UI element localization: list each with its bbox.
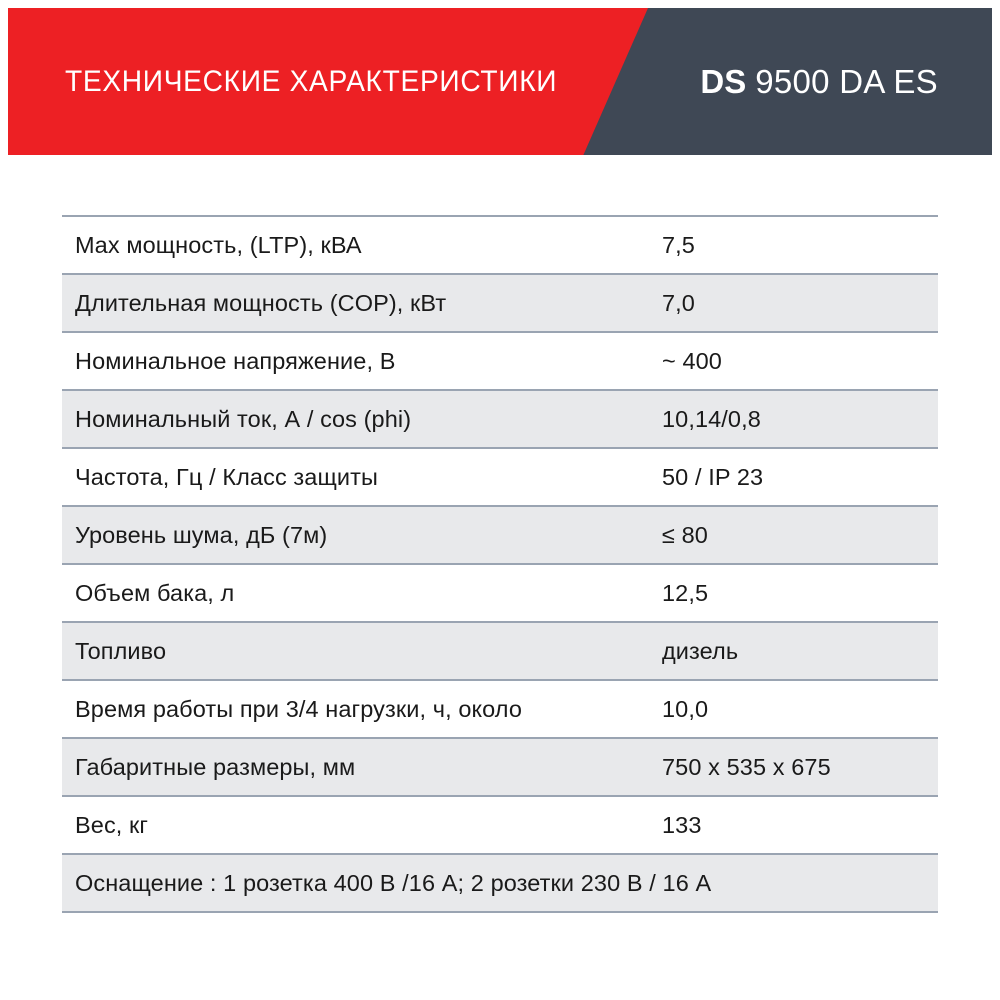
table-row: Топливо дизель [62, 621, 938, 679]
table-row: Номинальный ток, А / cos (phi) 10,14/0,8 [62, 389, 938, 447]
specifications-table: Max мощность, (LTP), кВА 7,5 Длительная мо… [62, 215, 938, 913]
spec-label: Габаритные размеры, мм [75, 753, 356, 780]
spec-value: ≤ 80 [662, 521, 708, 548]
spec-label: Max мощность, (LTP), кВА [75, 231, 362, 258]
spec-label: Объем бака, л [75, 579, 235, 606]
spec-value: 10,0 [662, 695, 709, 722]
spec-value: ~ 400 [662, 347, 722, 374]
spec-label: Оснащение : 1 розетка 400 В /16 А; 2 роз… [75, 869, 712, 896]
table-row: Частота, Гц / Класс защиты 50 / IP 23 [62, 447, 938, 505]
table-row: Номинальное напряжение, В ~ 400 [62, 331, 938, 389]
table-row: Оснащение : 1 розетка 400 В /16 А; 2 роз… [62, 853, 938, 913]
spec-label: Время работы при 3/4 нагрузки, ч, около [75, 695, 523, 722]
header-banner: ТЕХНИЧЕСКИЕ ХАРАКТЕРИСТИКИ DS 9500 DA ES [8, 8, 992, 155]
table-row: Длительная мощность (COP), кВт 7,0 [62, 273, 938, 331]
spec-value: 12,5 [662, 579, 709, 606]
spec-value: 7,0 [662, 289, 695, 316]
product-model: DS 9500 DA ES [700, 8, 938, 155]
product-model-brand: DS [700, 62, 747, 100]
table-row: Объем бака, л 12,5 [62, 563, 938, 621]
spec-label: Частота, Гц / Класс защиты [75, 463, 378, 490]
spec-label: Номинальный ток, А / cos (phi) [75, 405, 412, 432]
spec-label: Длительная мощность (COP), кВт [75, 289, 447, 316]
product-model-number: 9500 DA ES [755, 62, 938, 100]
header-red-panel [8, 8, 648, 155]
table-row: Габаритные размеры, мм 750 x 535 x 675 [62, 737, 938, 795]
spec-value: 10,14/0,8 [662, 405, 761, 432]
spec-value: 133 [662, 811, 702, 838]
table-row: Время работы при 3/4 нагрузки, ч, около 1… [62, 679, 938, 737]
spec-value: 7,5 [662, 231, 695, 258]
spec-value: дизель [662, 637, 739, 664]
spec-value: 750 x 535 x 675 [662, 753, 831, 780]
spec-label: Топливо [75, 637, 167, 664]
spec-label: Вес, кг [75, 811, 149, 838]
table-row: Max мощность, (LTP), кВА 7,5 [62, 215, 938, 273]
spec-label: Уровень шума, дБ (7м) [75, 521, 328, 548]
spec-label: Номинальное напряжение, В [75, 347, 396, 374]
table-row: Вес, кг 133 [62, 795, 938, 853]
spec-value: 50 / IP 23 [662, 463, 764, 490]
table-row: Уровень шума, дБ (7м) ≤ 80 [62, 505, 938, 563]
page-title: ТЕХНИЧЕСКИЕ ХАРАКТЕРИСТИКИ [65, 64, 558, 98]
